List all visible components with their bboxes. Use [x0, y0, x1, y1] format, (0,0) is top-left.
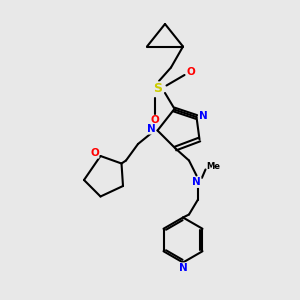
- Text: N: N: [178, 263, 188, 273]
- Text: S: S: [153, 82, 162, 95]
- Text: O: O: [90, 148, 99, 158]
- Text: O: O: [186, 67, 195, 77]
- Text: N: N: [192, 177, 201, 188]
- Text: N: N: [199, 110, 208, 121]
- Text: Me: Me: [206, 162, 220, 171]
- Text: N: N: [146, 124, 155, 134]
- Text: O: O: [150, 115, 159, 125]
